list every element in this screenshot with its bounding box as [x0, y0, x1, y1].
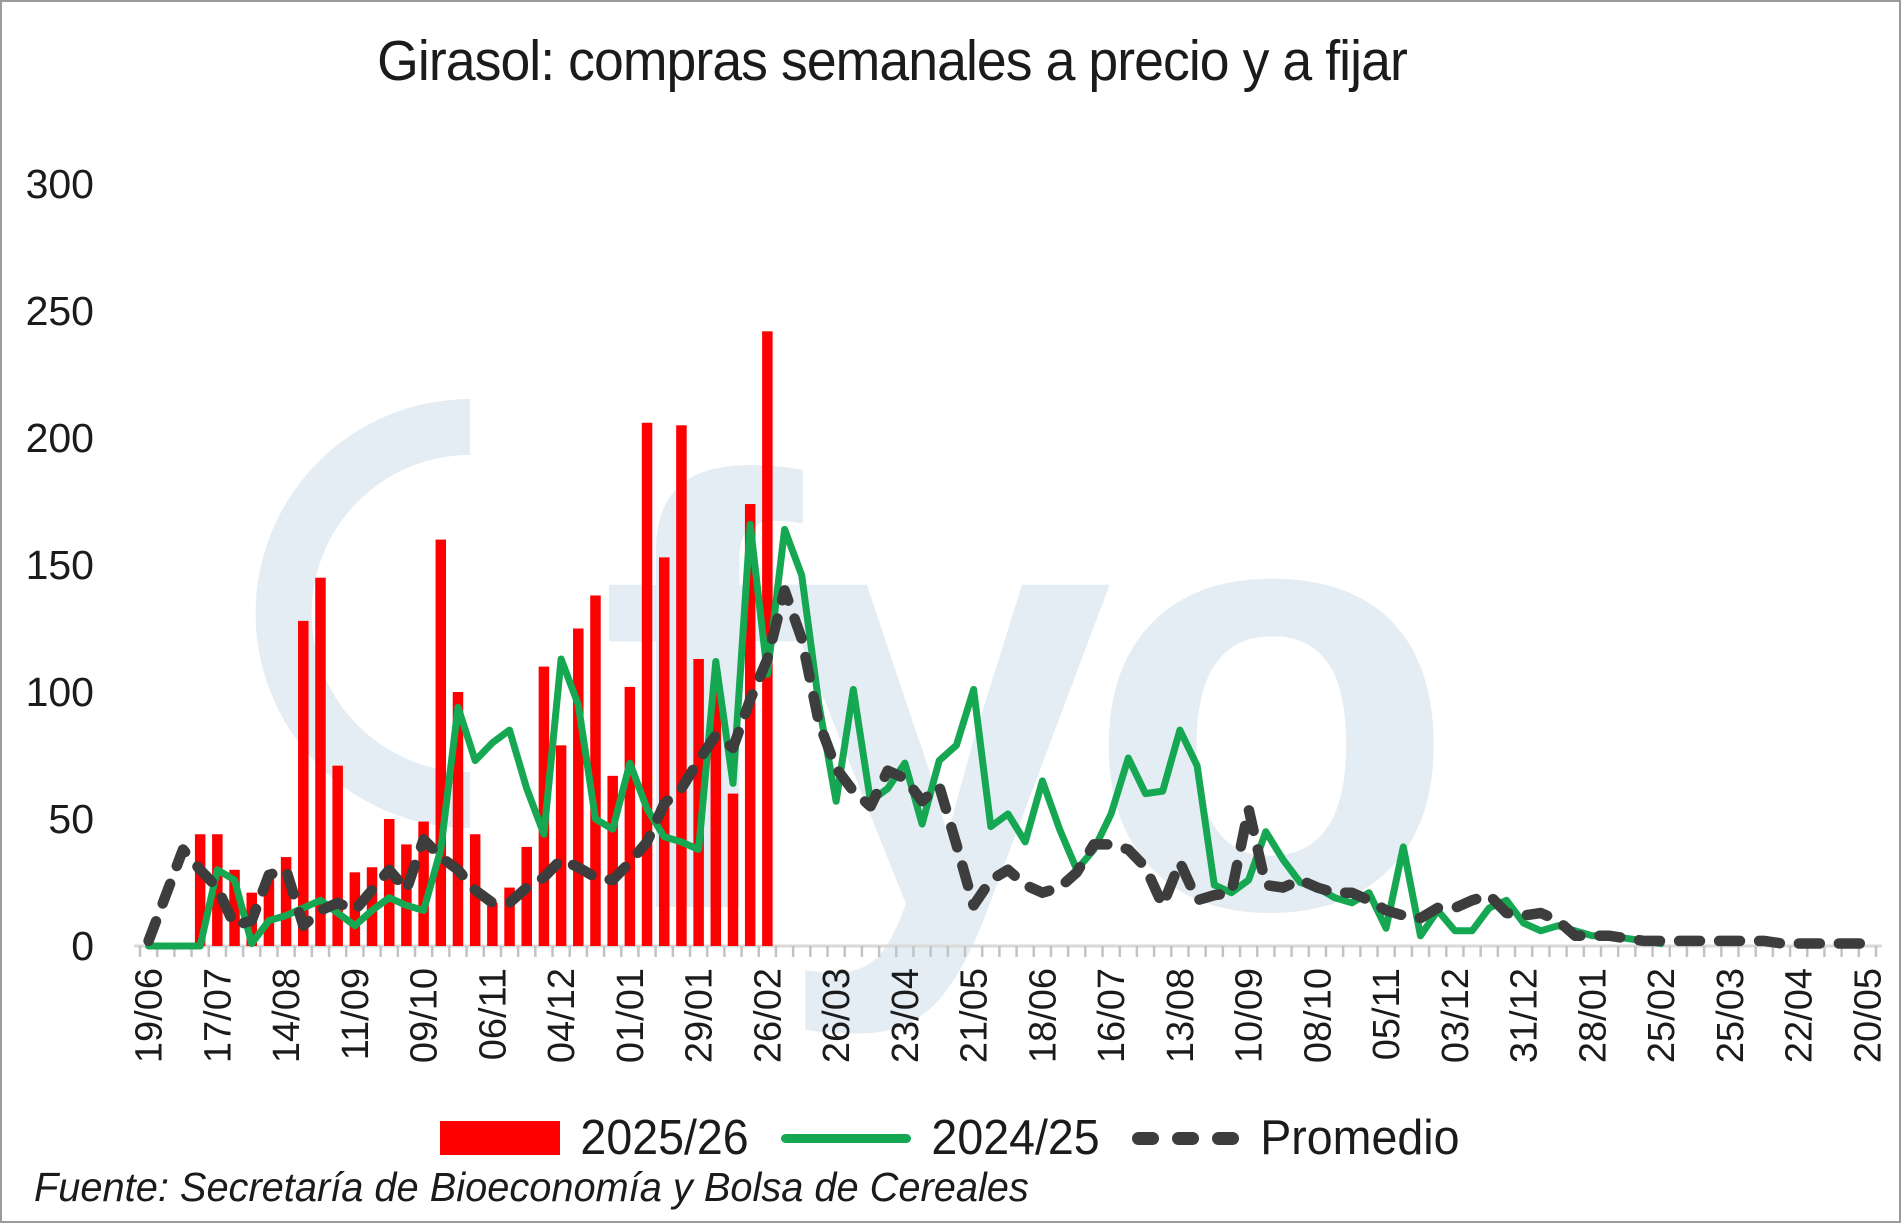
- bar-2025-26: [676, 425, 687, 946]
- x-axis-tick-label: 23/04: [885, 968, 927, 1063]
- x-axis-tick-label: 08/10: [1297, 968, 1339, 1063]
- y-axis-tick-label: 300: [26, 161, 94, 207]
- y-axis-tick-label: 200: [26, 415, 94, 461]
- bar-2025-26: [693, 658, 704, 946]
- bar-2025-26: [744, 504, 756, 946]
- legend-item-promedio: Promedio: [1132, 1110, 1465, 1166]
- bar-2025-26: [452, 692, 464, 946]
- y-axis-tick-label: 250: [26, 288, 94, 334]
- x-axis-tick-label: 11/09: [335, 968, 377, 1060]
- x-axis-tick-label: 29/01: [679, 968, 721, 1063]
- legend-label-promedio: Promedio: [1260, 1111, 1460, 1165]
- bar-2025-26: [229, 869, 240, 946]
- x-axis-tick-label: 25/02: [1641, 968, 1683, 1063]
- y-axis-tick-label: 150: [26, 542, 94, 588]
- source-note: Fuente: Secretaría de Bioeconomía y Bols…: [34, 1164, 1029, 1210]
- x-axis-tick-label: 06/11: [472, 968, 514, 1060]
- bar-2025-26: [298, 620, 309, 946]
- x-axis-tick-label: 22/04: [1779, 968, 1821, 1063]
- watermark-ring-icon: [255, 399, 471, 828]
- bar-2025-26: [383, 819, 395, 946]
- x-axis-tick-label: 26/03: [816, 968, 858, 1063]
- x-axis-tick-label: 09/10: [404, 968, 446, 1063]
- bar-2025-26: [521, 846, 532, 946]
- x-axis-tick-label: 18/06: [1022, 968, 1064, 1063]
- chart-legend: 2025/26 2024/25 Promedio: [2, 1110, 1901, 1166]
- legend-label-2025-26: 2025/26: [580, 1111, 749, 1165]
- x-axis-tick-label: 14/08: [266, 968, 308, 1063]
- y-axis-tick-label: 50: [48, 796, 94, 842]
- bar-2025-26: [555, 745, 567, 946]
- bar-2025-26: [263, 877, 275, 946]
- bar-2025-26: [590, 595, 601, 946]
- x-axis-tick-label: 26/02: [747, 968, 789, 1063]
- legend-label-2024-25: 2024/25: [931, 1111, 1100, 1165]
- legend-item-2024-25: 2024/25: [781, 1110, 1104, 1166]
- bar-2025-26: [332, 765, 343, 946]
- bar-2025-26: [658, 557, 670, 946]
- y-axis-tick-label: 100: [26, 669, 94, 715]
- bar-2025-26: [487, 902, 498, 946]
- bar-2025-26: [727, 793, 739, 946]
- x-axis-tick-label: 01/01: [610, 968, 652, 1063]
- x-axis-tick-label: 20/05: [1847, 968, 1889, 1063]
- bar-2025-26: [435, 539, 447, 946]
- x-axis-tick-label: 05/11: [1366, 968, 1408, 1060]
- bar-2025-26: [504, 887, 515, 946]
- bar-2025-26: [573, 628, 584, 946]
- bar-2025-26: [315, 577, 326, 946]
- dashed-line-swatch-icon: [1132, 1131, 1240, 1145]
- bar-swatch-icon: [440, 1121, 561, 1155]
- line-promedio-dashed: [143, 585, 1873, 949]
- x-axis-tick-label: 03/12: [1435, 968, 1477, 1063]
- x-axis-tick-label: 21/05: [954, 968, 996, 1063]
- y-axis-tick-label: 0: [71, 923, 94, 969]
- legend-item-2025-26: 2025/26: [440, 1110, 753, 1166]
- watermark-logo-text: fyo: [599, 356, 1438, 1040]
- bar-2025-26: [641, 422, 653, 946]
- x-axis-tick-label: 10/09: [1229, 968, 1271, 1063]
- x-axis-tick-label: 28/01: [1572, 968, 1614, 1063]
- bar-2025-26: [212, 834, 223, 946]
- bar-2025-26: [418, 821, 429, 946]
- bar-2025-26: [607, 775, 618, 946]
- bar-2025-26: [710, 692, 722, 946]
- x-axis-tick-label: 16/07: [1091, 968, 1133, 1063]
- x-axis-tick-label: 31/12: [1504, 968, 1546, 1063]
- x-axis-tick-label: 04/12: [541, 968, 583, 1063]
- x-axis-tick-label: 13/08: [1160, 968, 1202, 1063]
- x-axis-tick-label: 17/07: [197, 968, 239, 1063]
- x-axis-tick-label: 19/06: [129, 968, 171, 1063]
- bar-2025-26: [401, 844, 412, 946]
- x-axis-tick-label: 25/03: [1710, 968, 1752, 1063]
- chart-title: Girasol: compras semanales a precio y a …: [377, 29, 1408, 93]
- bar-2025-26: [194, 834, 206, 946]
- line-swatch-icon: [781, 1133, 912, 1143]
- line-2024-25: [145, 520, 1665, 950]
- bar-2025-26: [280, 857, 292, 946]
- bar-2025-26: [624, 686, 636, 946]
